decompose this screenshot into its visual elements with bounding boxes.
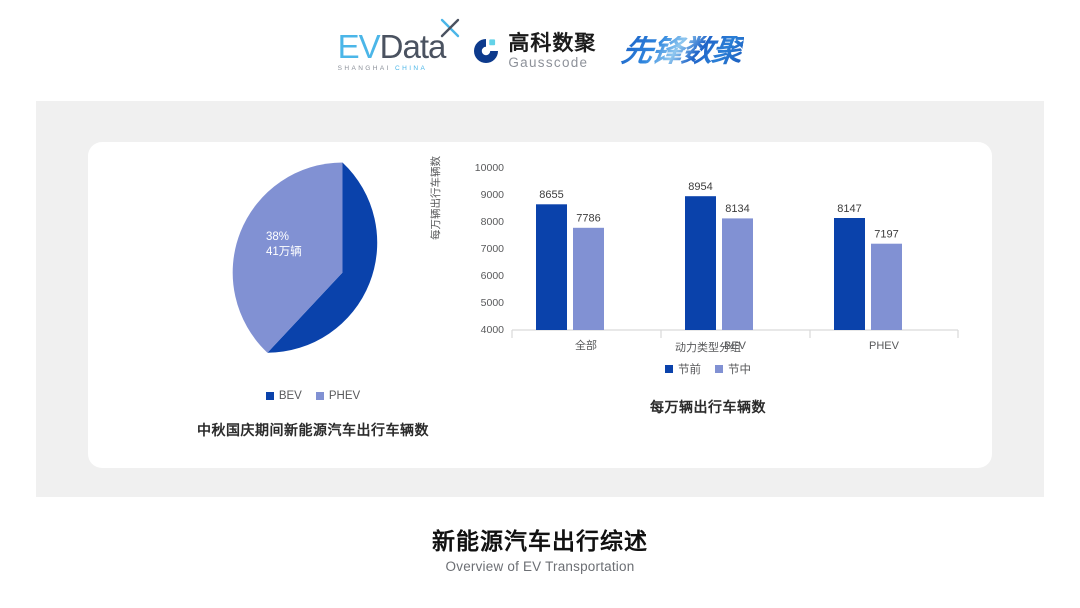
bar-value-all-before: 8655 — [539, 189, 563, 201]
g-circle-icon — [474, 39, 499, 63]
pie-label-bev-percent: 62% — [378, 296, 402, 308]
pie-legend-label-phev: PHEV — [328, 390, 361, 402]
bar-y-ticks: 10000 9000 8000 7000 6000 5000 4000 — [475, 162, 504, 336]
pie-svg — [232, 162, 378, 353]
pie-chart-caption: 中秋国庆期间新能源汽车出行车辆数 — [197, 422, 429, 438]
bar-chart-caption: 每万辆出行车辆数 — [650, 399, 766, 415]
bar-xtick-phev: PHEV — [869, 340, 900, 350]
bar-value-all-during: 7786 — [576, 213, 600, 225]
bar-bev-before[interactable] — [685, 196, 716, 330]
slide-title-en: Overview of EV Transportation — [445, 558, 635, 574]
gausscode-text: 高科数聚 Gausscode — [508, 33, 596, 70]
y-tick-8000: 8000 — [481, 216, 505, 228]
bar-chart-block: 每万辆出行车辆数 10000 9000 8000 7000 6000 5000 … — [428, 150, 988, 460]
bar-xtick-all: 全部 — [575, 338, 597, 350]
bar-xtick-bev: BEV — [724, 340, 747, 350]
pie-label-bev: 62% 66万辆 — [378, 295, 414, 325]
gausscode-en: Gausscode — [508, 54, 589, 70]
bar-phev-during[interactable] — [871, 243, 902, 330]
legend-swatch-icon — [715, 365, 723, 373]
slide-footer: 新能源汽车出行综述 Overview of EV Transportation — [0, 527, 1080, 574]
evdata-ev-text: EV — [337, 27, 381, 65]
bar-legend-label-before: 节前 — [678, 364, 701, 376]
logo-evdata: EV Data SHANGHAI CHINA — [337, 18, 460, 73]
evdata-tagline: SHANGHAI CHINA — [337, 64, 428, 73]
bar-chart-svg: 10000 9000 8000 7000 6000 5000 4000 — [475, 162, 959, 350]
bar-bev-during[interactable] — [722, 218, 753, 330]
bar-legend-item-before[interactable]: 节前 — [665, 361, 701, 377]
legend-swatch-icon — [265, 392, 274, 400]
gausscode-cn: 高科数聚 — [508, 31, 597, 55]
pie-chart: 38% 41万辆 62% 66万辆 — [230, 160, 455, 385]
logo-gausscode: 高科数聚 Gausscode — [471, 33, 596, 70]
bar-all-during[interactable] — [573, 227, 604, 330]
evdata-city: SHANGHAI — [337, 64, 391, 72]
y-tick-4000: 4000 — [481, 324, 505, 336]
bar-value-phev-during: 7197 — [874, 229, 898, 241]
pie-slice-bev — [267, 162, 378, 353]
x-cross-icon — [441, 18, 460, 37]
bar-value-bev-before: 8954 — [688, 181, 712, 193]
bar-value-bev-during: 8134 — [725, 203, 749, 215]
pie-legend-item-phev[interactable]: PHEV — [315, 390, 361, 402]
logo-xianfeng: 先锋数聚 — [619, 32, 746, 69]
y-tick-6000: 6000 — [481, 270, 505, 282]
y-tick-5000: 5000 — [481, 297, 505, 309]
pie-legend-item-bev[interactable]: BEV — [265, 390, 302, 402]
pie-legend: BEV PHEV — [98, 390, 528, 402]
pie-label-phev: 38% 41万辆 — [266, 230, 302, 260]
bar-value-phev-before: 8147 — [837, 203, 861, 215]
bar-legend: 节前 节中 — [428, 361, 988, 377]
bar-y-axis-label: 每万辆出行车辆数 — [430, 156, 442, 240]
pie-chart-block: 38% 41万辆 62% 66万辆 BEV PHEV 中秋国庆期间新能源 — [98, 150, 528, 460]
evdata-wordmark: EV Data — [337, 18, 460, 65]
bar-all-before[interactable] — [536, 204, 567, 330]
y-tick-9000: 9000 — [481, 189, 505, 201]
pie-legend-label-bev: BEV — [278, 390, 302, 402]
bar-x-axis-title: 动力类型分组 — [675, 342, 741, 354]
bar-legend-label-during: 节中 — [728, 364, 751, 376]
legend-swatch-icon — [665, 365, 673, 373]
evdata-country: CHINA — [395, 64, 428, 72]
bar-phev-before[interactable] — [834, 218, 865, 330]
legend-swatch-icon — [315, 392, 324, 400]
y-tick-10000: 10000 — [475, 162, 504, 174]
bar-legend-item-during[interactable]: 节中 — [715, 361, 751, 377]
slide-title-cn: 新能源汽车出行综述 — [432, 528, 648, 554]
y-tick-7000: 7000 — [481, 243, 505, 255]
pie-slice-phev — [232, 162, 343, 353]
evdata-data-text: Data — [379, 27, 447, 65]
pie-label-phev-percent: 38% — [266, 231, 290, 243]
pie-label-bev-amount: 66万辆 — [378, 311, 414, 323]
pie-label-phev-amount: 41万辆 — [266, 246, 302, 258]
charts-card: 38% 41万辆 62% 66万辆 BEV PHEV 中秋国庆期间新能源 — [88, 142, 992, 468]
logo-bar: EV Data SHANGHAI CHINA 高科数聚 Gausscode — [0, 18, 1080, 80]
